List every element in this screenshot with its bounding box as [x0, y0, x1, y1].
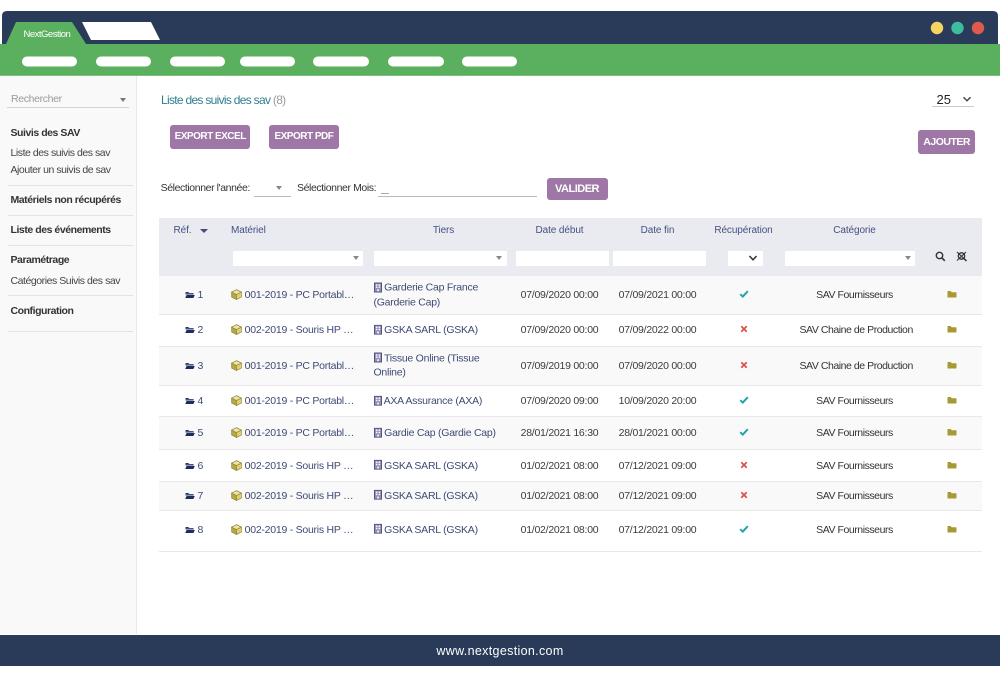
svg-text:NextGestion: NextGestion: [24, 29, 71, 40]
